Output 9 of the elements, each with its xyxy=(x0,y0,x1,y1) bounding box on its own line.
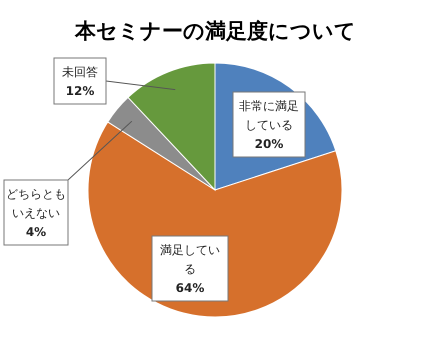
data-label: 64% xyxy=(176,281,204,295)
chart-title: 本セミナーの満足度について xyxy=(74,19,356,43)
slice-label: どちらともいえない xyxy=(6,187,66,220)
data-label: 12% xyxy=(66,84,94,98)
data-label: 20% xyxy=(254,137,284,151)
slice-label: 非常に満足している xyxy=(239,99,299,132)
data-label: 4% xyxy=(26,225,46,239)
slice-label: 未回答 xyxy=(62,65,98,79)
slice-label: 満足している xyxy=(160,243,220,276)
